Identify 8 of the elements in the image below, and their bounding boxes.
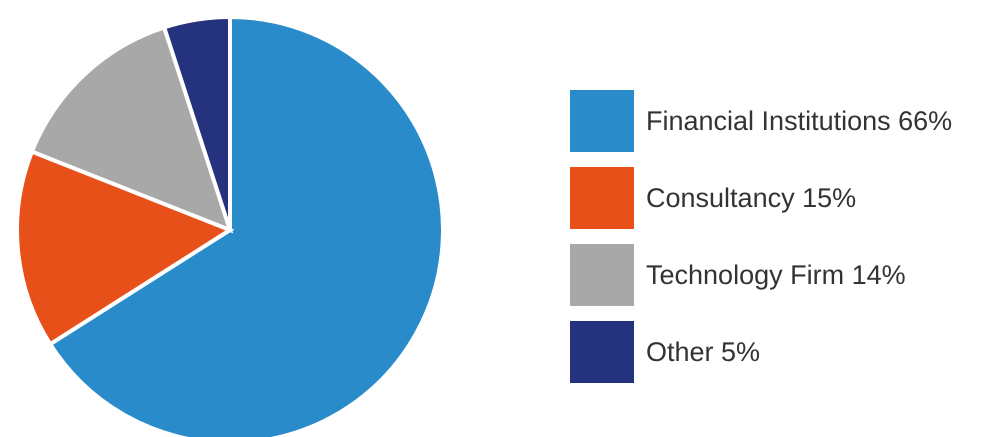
data-label: 66% [898, 106, 952, 136]
data-label: 14% [852, 260, 906, 290]
legend-label: Technology Firm [646, 260, 844, 290]
legend-label: Financial Institutions [646, 106, 891, 136]
data-label: 15% [802, 182, 856, 212]
legend-label: Consultancy [646, 182, 795, 212]
data-label: 5% [721, 336, 760, 366]
legend-label: Other [646, 336, 714, 366]
